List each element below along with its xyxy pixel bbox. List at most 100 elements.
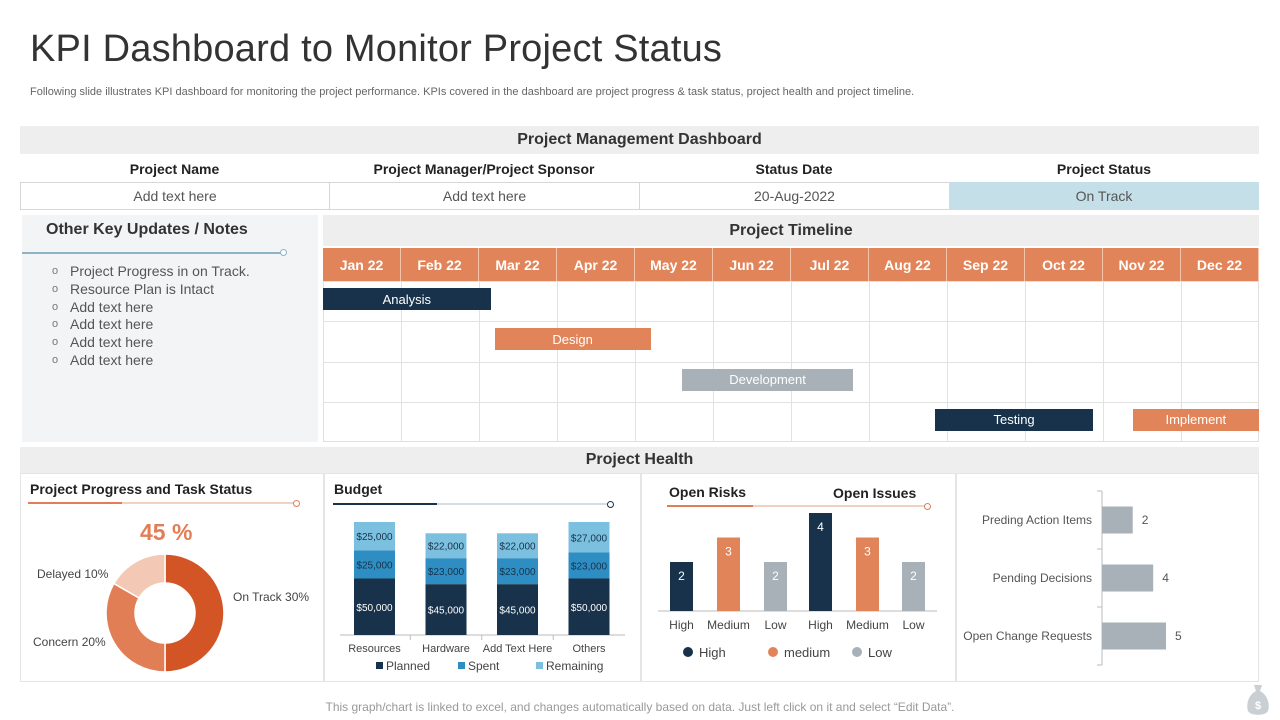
risks-title: Open Risks: [669, 484, 747, 500]
timeline-month-feb-22: Feb 22: [401, 248, 479, 281]
pm-header-project-status: Project Status: [1056, 160, 1152, 177]
risk-category-label: Medium: [846, 618, 889, 632]
timeline-month-dec-22: Dec 22: [1181, 248, 1259, 281]
action-category-label: Preding Action Items: [982, 513, 1092, 527]
budget-bar-spent[interactable]: [497, 558, 538, 585]
timeline-month-oct-22: Oct 22: [1025, 248, 1103, 281]
progress-percent: 45 %: [140, 519, 193, 545]
budget-category-label: Others: [572, 643, 606, 655]
risks-underline-dot: [924, 503, 931, 510]
budget-underline-dot: [607, 501, 614, 508]
timeline-task-design[interactable]: Design: [494, 328, 651, 351]
budget-bar-remaining[interactable]: [568, 522, 610, 553]
budget-category-label: Add Text Here: [483, 643, 553, 655]
risk-category-label: High: [808, 618, 833, 632]
donut-label-ontrack: On Track 30%: [233, 590, 310, 604]
pm-header-status-date: Status Date: [755, 160, 833, 177]
budget-value-label: $23,000: [571, 562, 608, 573]
pm-header-manager: Project Manager/Project Sponsor: [373, 160, 595, 177]
pm-value-manager[interactable]: Add text here: [329, 182, 640, 210]
budget-underline-accent: [333, 503, 437, 505]
budget-card-title: Budget: [334, 481, 383, 497]
budget-bar-remaining[interactable]: [497, 533, 538, 559]
risk-bar-medium[interactable]: [717, 537, 740, 612]
donut-slice-delayed[interactable]: [112, 553, 166, 600]
risk-legend-label: Low: [868, 645, 892, 660]
budget-bar-spent[interactable]: [568, 552, 610, 579]
pm-value-status-date[interactable]: 20-Aug-2022: [639, 182, 950, 210]
pm-value-project-name[interactable]: Add text here: [20, 182, 330, 210]
donut-slice-concern[interactable]: [105, 582, 166, 673]
health-title: Project Health: [20, 447, 1259, 473]
risk-legend-label: High: [699, 645, 726, 660]
timeline-month-apr-22: Apr 22: [557, 248, 635, 281]
timeline-month-nov-22: Nov 22: [1103, 248, 1181, 281]
risk-bar-value: 4: [817, 520, 824, 534]
timeline-task-testing[interactable]: Testing: [935, 408, 1093, 431]
action-bar[interactable]: [1102, 622, 1166, 650]
note-item: Add text here: [52, 316, 250, 334]
budget-legend-swatch: [458, 662, 465, 669]
donut-slice-on-track[interactable]: [164, 553, 225, 673]
budget-bar-planned[interactable]: [568, 578, 610, 636]
issues-title: Open Issues: [833, 485, 917, 501]
budget-value-label: $25,000: [356, 532, 393, 543]
donut-label-concern: Concern 20%: [33, 635, 106, 649]
timeline-month-jun-22: Jun 22: [713, 248, 791, 281]
page-title: KPI Dashboard to Monitor Project Status: [30, 28, 723, 70]
budget-bar-remaining[interactable]: [425, 533, 467, 559]
page-subtitle: Following slide illustrates KPI dashboar…: [30, 86, 915, 98]
timeline-task-implement[interactable]: Implement: [1132, 408, 1259, 431]
timeline-month-jan-22: Jan 22: [323, 248, 401, 281]
budget-value-label: $23,000: [428, 567, 465, 578]
timeline-month-mar-22: Mar 22: [479, 248, 557, 281]
budget-value-label: $27,000: [571, 533, 608, 544]
note-item: Resource Plan is Intact: [52, 281, 250, 299]
risk-category-label: Low: [902, 618, 924, 632]
timeline-task-development[interactable]: Development: [681, 368, 854, 391]
pm-dashboard-title-text: Project Management Dashboard: [517, 131, 762, 148]
risk-legend-label: medium: [784, 645, 830, 660]
risk-bar-high[interactable]: [670, 562, 693, 611]
pm-value-project-status[interactable]: On Track: [949, 182, 1259, 210]
budget-bar-planned[interactable]: [354, 578, 395, 636]
pm-header-project-name: Project Name: [129, 160, 220, 177]
progress-underline-dot: [293, 500, 300, 507]
budget-bar-spent[interactable]: [354, 550, 395, 579]
timeline-month-may-22: May 22: [635, 248, 713, 281]
risk-bar-low[interactable]: [764, 562, 787, 611]
action-bar[interactable]: [1102, 506, 1133, 534]
risk-bar-medium[interactable]: [856, 537, 879, 612]
budget-value-label: $22,000: [499, 542, 536, 553]
svg-text:$: $: [1255, 700, 1261, 712]
notes-title-underline: [22, 252, 282, 254]
budget-bar-remaining[interactable]: [354, 522, 395, 551]
budget-legend-label: Remaining: [546, 659, 603, 673]
budget-bar-planned[interactable]: [497, 584, 538, 635]
note-item: Project Progress in on Track.: [52, 263, 250, 281]
risks-underline: [667, 505, 925, 507]
risk-category-label: Medium: [707, 618, 750, 632]
notes-title: Other Key Updates / Notes: [46, 221, 248, 238]
notes-underline-dot: [280, 249, 287, 256]
budget-chart: $50,000 $25,000 $25,000 Resources $45,000 $23…: [340, 522, 625, 673]
action-category-label: Open Change Requests: [963, 629, 1092, 643]
budget-bar-planned[interactable]: [425, 584, 467, 635]
risk-category-label: High: [669, 618, 694, 632]
budget-value-label: $45,000: [499, 606, 536, 617]
timeline-task-analysis[interactable]: Analysis: [323, 288, 491, 311]
budget-legend-swatch: [536, 662, 543, 669]
risk-bar-high[interactable]: [809, 513, 832, 611]
timeline-month-jul-22: Jul 22: [791, 248, 869, 281]
budget-bar-spent[interactable]: [425, 558, 467, 585]
progress-underline: [28, 502, 294, 504]
timeline-month-sep-22: Sep 22: [947, 248, 1025, 281]
risk-bar-low[interactable]: [902, 562, 925, 611]
action-items-chart: Preding Action Items 2 Pending Decisions 4 O…: [963, 490, 1182, 666]
risk-category-label: Low: [764, 618, 786, 632]
budget-value-label: $25,000: [356, 560, 393, 571]
timeline-grid-line: [323, 321, 1259, 323]
progress-card-title: Project Progress and Task Status: [30, 481, 253, 497]
timeline-title: Project Timeline: [323, 215, 1259, 246]
action-bar[interactable]: [1102, 564, 1154, 592]
